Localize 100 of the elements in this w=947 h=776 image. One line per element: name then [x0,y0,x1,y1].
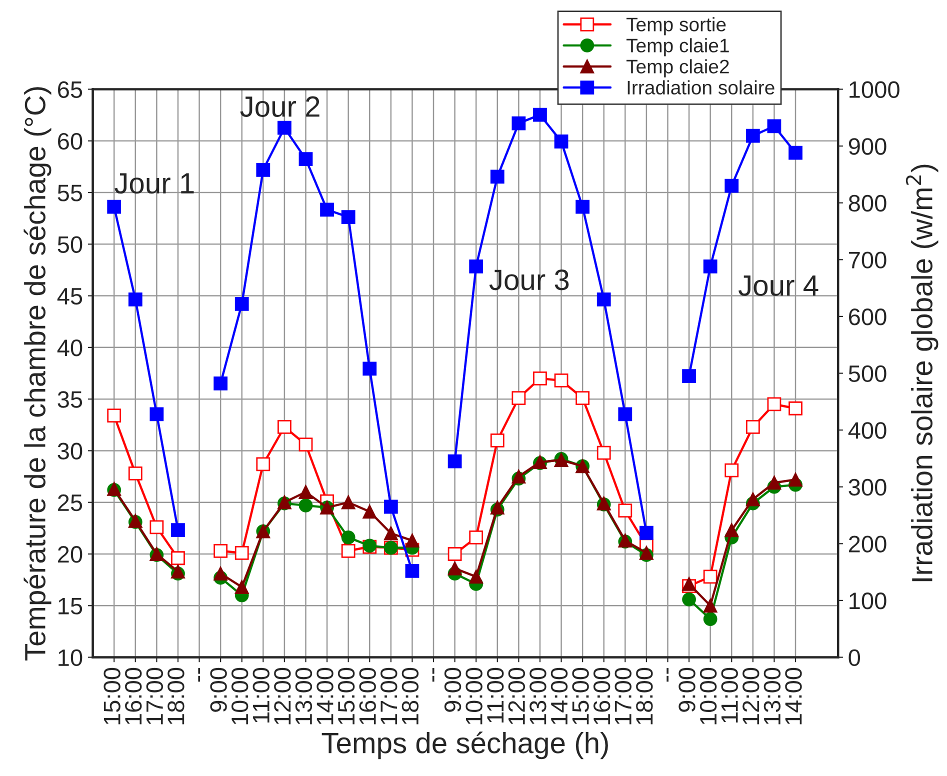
point [362,504,377,519]
point [724,178,739,193]
x-tick-label: 14:00 [785,668,802,724]
point [448,454,462,468]
point [214,376,228,390]
point [278,120,292,135]
legend-label: Temp claie2 [626,59,729,78]
x-tick-label: 18:00 [168,668,184,724]
point [128,292,142,306]
point [596,446,611,460]
y2-tick-label: 100 [850,592,886,610]
x-tick-label: -- [198,668,200,682]
x-tick-label: 15:00 [572,668,589,724]
point [341,210,356,224]
y-tick-label: 55 [58,184,82,202]
point [554,134,568,148]
x-tick-label: 14:00 [316,668,334,724]
x-tick-label: -- [666,668,668,682]
y2-tick-label: 700 [849,252,886,268]
point [298,485,313,499]
point [256,162,270,177]
point [469,260,484,274]
point [384,500,398,514]
point [320,202,334,217]
point [214,544,228,558]
y-tick-label: 50 [58,236,82,253]
point [405,564,420,578]
point [533,371,547,386]
y2-tick-label: 400 [848,422,886,439]
x-tick-label: 9:00 [444,668,462,712]
y-tick-label: 45 [57,288,82,305]
point [724,463,739,478]
y-tick-label: 40 [57,340,82,356]
x-tick-label: 15:00 [338,668,355,724]
point [150,407,164,422]
point [234,546,249,560]
point [490,170,504,184]
point [512,470,526,484]
x-tick-label: 12:00 [274,668,291,724]
point [682,369,696,384]
y-axis-title: Température de la chambre de séchage (°C) [24,87,52,660]
point [298,152,313,166]
x-tick-label: 16:00 [125,668,142,724]
annotation: Jour 3 [489,270,569,290]
x-tick-label: 16:00 [359,668,376,724]
point [576,391,590,405]
x-tick-label: 13:00 [764,668,781,724]
point [107,408,122,423]
x-tick-label: 11:00 [721,668,738,723]
point [469,570,484,584]
point [298,498,313,512]
point [682,592,696,606]
point [618,407,632,422]
point [362,362,377,376]
annotation: Jour 4 [738,276,818,296]
y-tick-label: 60 [58,132,82,150]
y2-axis-title: Irradiation solaire globale (w/m$^{2}$) [906,164,938,582]
y2-tick-label: 800 [848,194,886,212]
point [448,547,462,561]
point [618,504,632,518]
annotation: Jour 2 [240,96,320,117]
x-tick-label: 10:00 [700,668,717,724]
point [640,526,654,540]
point [234,580,249,594]
point [107,200,122,214]
point [788,146,802,160]
y-tick-label: 30 [58,442,82,460]
point [490,500,504,514]
y-tick-label: 15 [58,598,82,614]
point [171,551,185,566]
point [278,420,292,434]
point [256,457,270,472]
point [469,530,484,544]
point [576,200,590,214]
x-tick-label: 13:00 [295,668,312,724]
y-tick-label: 35 [58,391,82,408]
point [767,119,782,134]
x-tick-label: 18:00 [636,668,653,724]
point [341,495,356,510]
x-tick-label: 15:00 [104,668,120,724]
point [171,523,185,537]
x-tick-label: 18:00 [402,668,419,724]
point [341,530,356,544]
x-tick-label: 12:00 [508,668,526,724]
point [596,292,611,306]
point [767,476,782,490]
point [298,438,313,452]
point [554,374,568,388]
x-tick-label: 14:00 [550,668,568,724]
x-tick-label: 9:00 [678,668,696,712]
point [384,526,398,540]
point [214,566,228,581]
point [788,401,802,416]
x-tick-label: 17:00 [380,668,398,724]
x-tick-label: 9:00 [210,668,227,712]
annotation: Jour 1 [114,173,194,194]
point [703,570,718,584]
x-tick-label: -- [432,668,434,682]
x-tick-label: 11:00 [252,668,270,723]
y2-tick-label: 900 [848,138,886,155]
